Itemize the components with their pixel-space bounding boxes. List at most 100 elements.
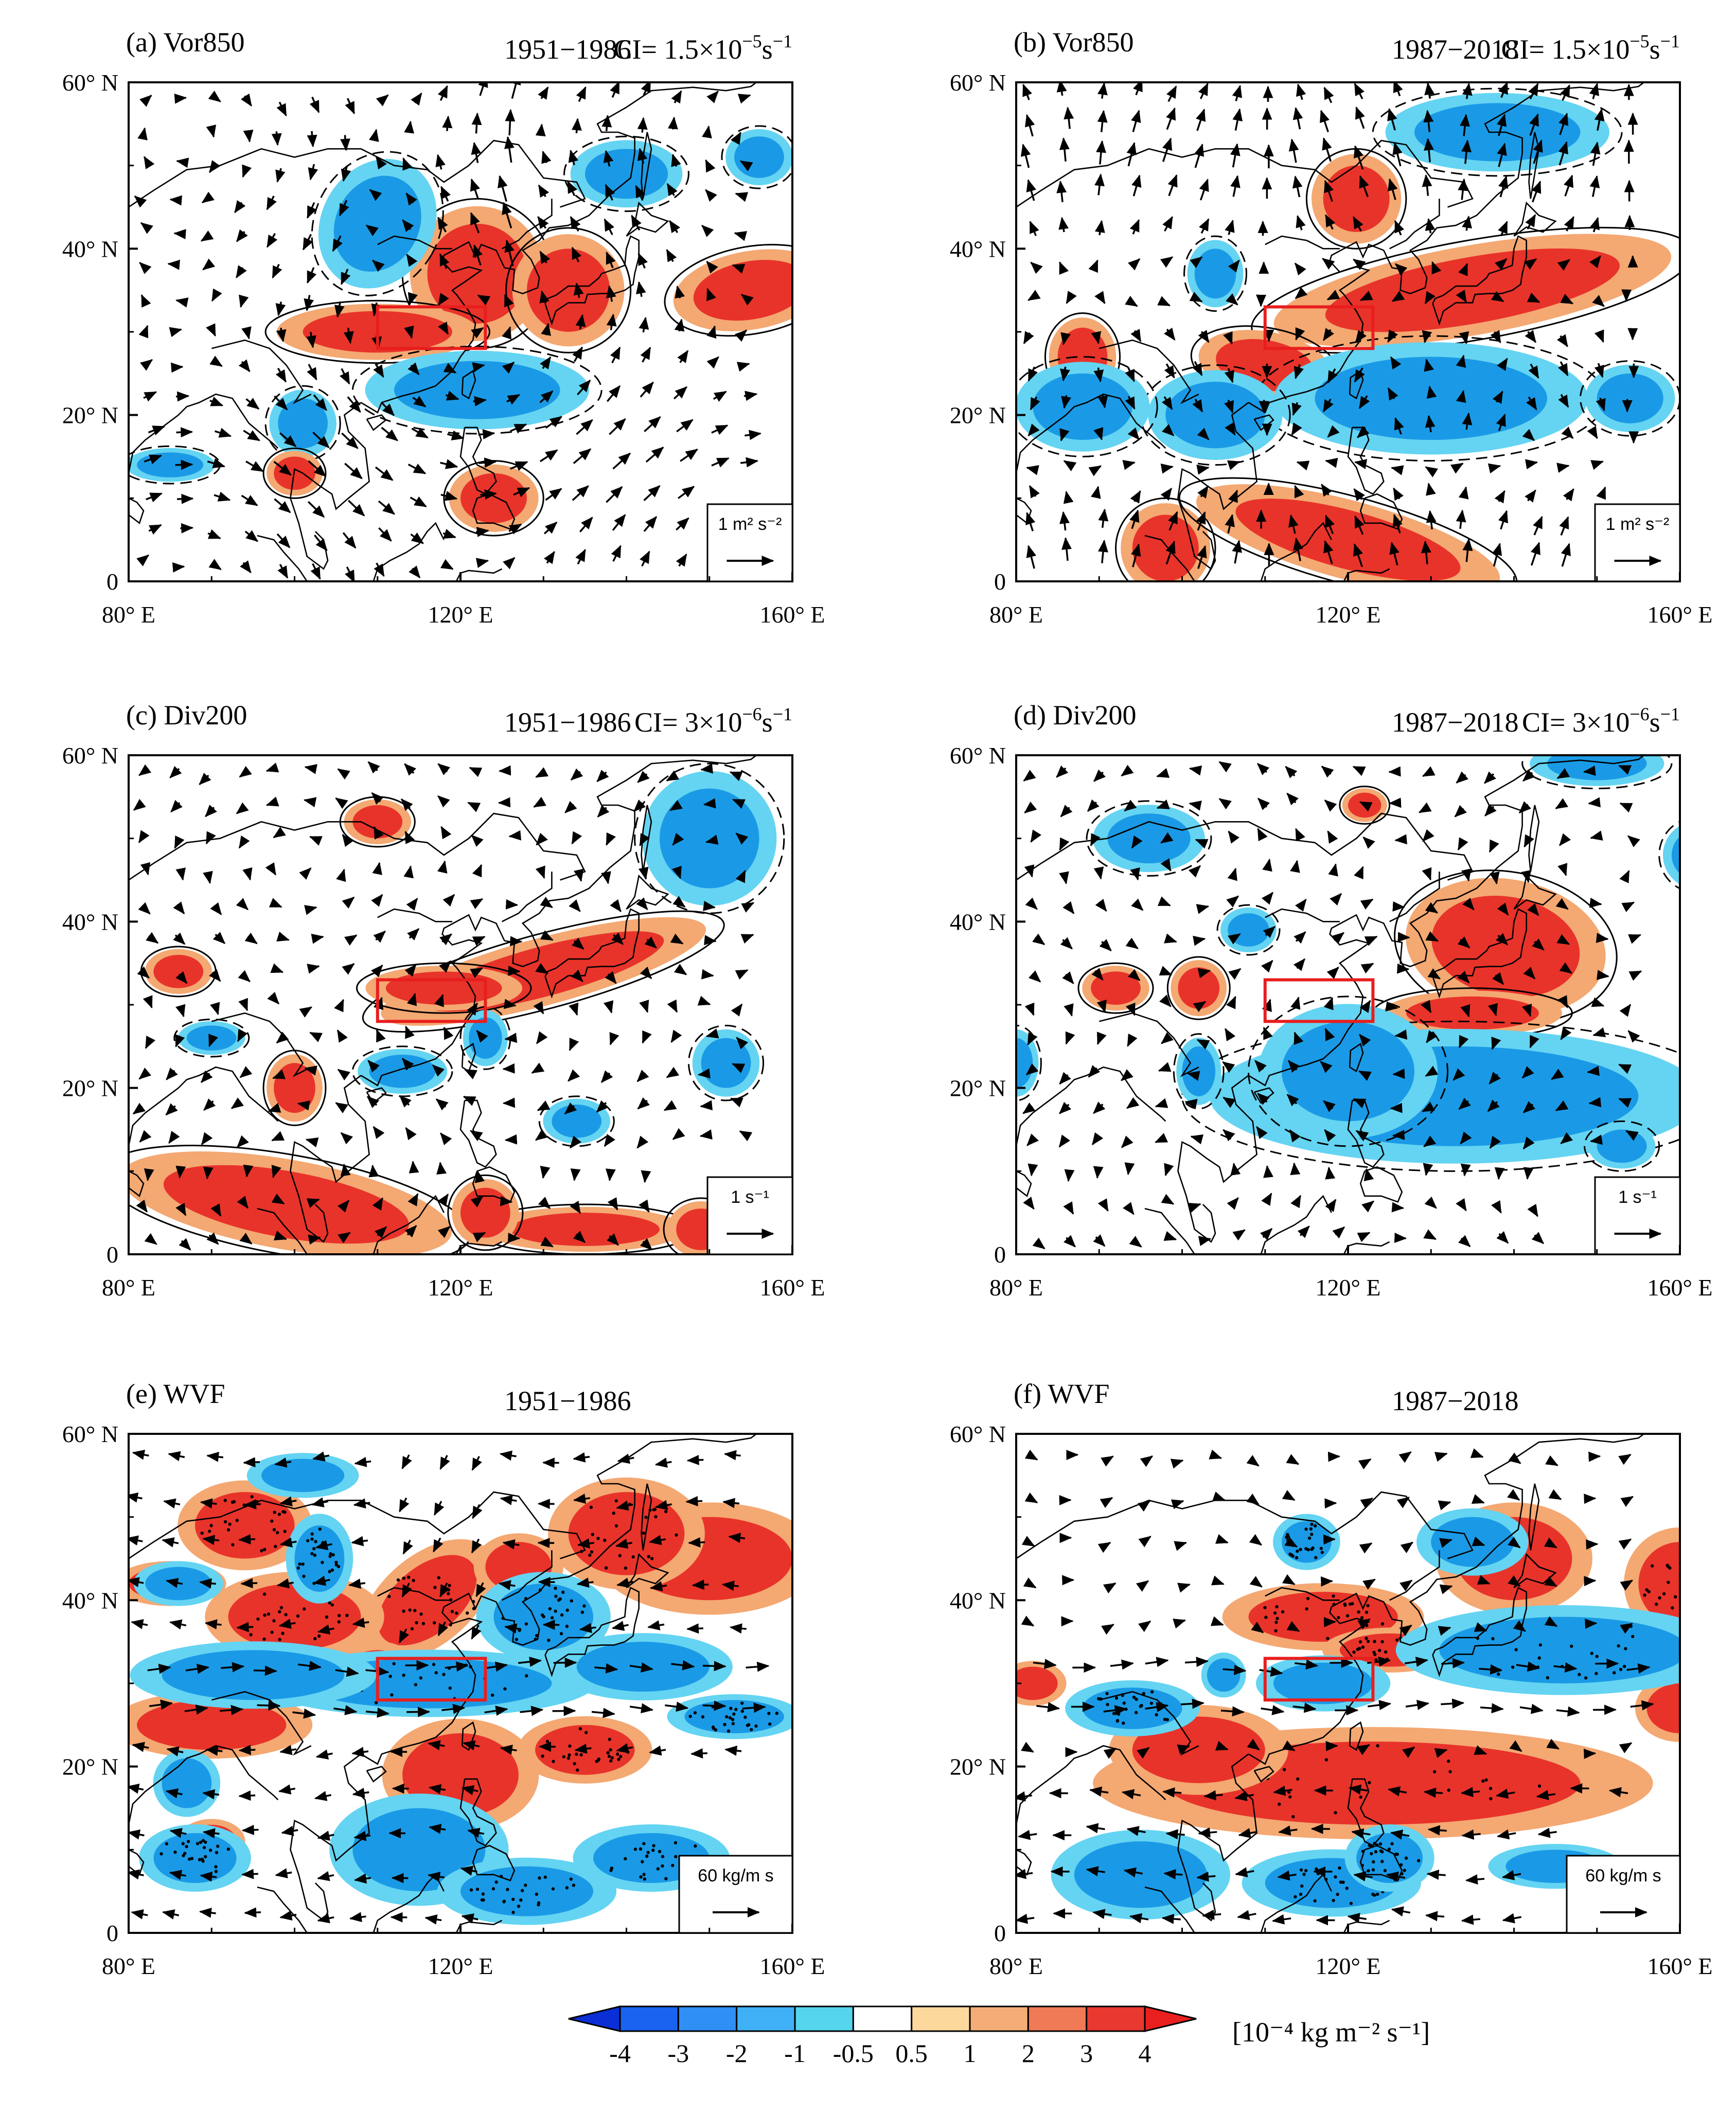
ci-base: CI= 3×10 [1522,707,1629,738]
vector-arrow [504,294,514,308]
vector-arrow [1558,141,1568,166]
significance-dot [541,1754,544,1758]
vector-arrow [1263,926,1276,938]
vector-arrow [369,129,379,142]
vector-arrow [1556,1706,1580,1717]
significance-dot [554,1594,558,1598]
vector-arrow [373,930,386,943]
significance-dot [396,1578,400,1582]
vector-arrow [348,500,365,517]
vector-arrow [639,1199,650,1213]
vector-arrow [543,521,558,535]
vector-arrow [461,1913,479,1924]
significance-dot [1497,1672,1500,1676]
significance-dot [272,1528,276,1532]
vector-arrow [1458,178,1468,200]
vector-arrow [572,346,583,362]
vector-arrow [1496,413,1506,431]
vector-arrow [498,1580,516,1591]
panel-e-plot [129,1434,792,1933]
vector-arrow [640,550,650,567]
vector-arrow [438,322,449,335]
vector-arrow [1095,899,1107,912]
vector-arrow [240,560,252,574]
colorbar-tick-label: 2 [1022,2039,1035,2068]
vector-arrow [1592,1027,1606,1038]
vector-arrow [1129,1236,1142,1248]
vector-arrow [510,936,523,947]
significance-dot [1584,1676,1588,1680]
vector-arrow [340,1132,353,1145]
significance-dot [642,1842,646,1845]
vector-arrow [1261,1193,1272,1206]
vector-arrow [644,936,657,949]
vector-arrow [635,185,646,201]
vector-arrow [1359,1542,1373,1554]
significance-dot [1305,1607,1308,1611]
vector-arrow [1523,967,1536,980]
significance-dot [1491,1637,1495,1641]
significance-dot [1379,1849,1383,1853]
significance-dot [664,1877,668,1880]
y-tick-label: 0 [107,1241,118,1268]
vector-arrow [1161,1032,1174,1044]
vector-arrow [1087,799,1100,812]
vector-arrow [1094,291,1106,305]
colorbar-swatch [1086,2005,1146,2032]
vector-arrow [570,768,583,780]
vector-arrow [437,795,450,808]
vector-arrow [439,960,452,973]
vector-arrow [539,251,551,264]
significance-dot [390,1693,394,1697]
vector-arrow [1422,1101,1435,1112]
significance-dot [1360,1616,1364,1620]
vector-arrow [538,86,549,100]
significance-dot [1380,1622,1385,1626]
contour-interval: CI= 1.5×10−5s−1 [613,31,792,65]
vector-arrow [460,1865,477,1876]
significance-dot [1319,1547,1323,1550]
vector-arrow [1062,971,1074,984]
significance-dot [314,1540,317,1543]
significance-dot [421,1622,426,1626]
significance-dot [1705,1561,1708,1565]
period-label: 1951−1986 [504,34,631,65]
significance-dot [1703,1558,1706,1561]
vector-arrow [236,898,249,911]
vector-arrow [244,1907,261,1918]
vector-arrow [336,1029,348,1043]
vector-arrow [1618,765,1632,775]
vector-arrow [208,1034,218,1047]
vector-arrow [1028,366,1038,382]
vector-arrow [1138,1536,1152,1548]
vector-arrow [1508,1452,1521,1464]
vector-arrow [711,424,729,435]
vector-arrow [1224,1028,1236,1042]
vector-arrow [1171,1499,1184,1509]
coastline [129,497,145,524]
vector-arrow [1159,966,1173,976]
vector-arrow [672,896,686,908]
vector-arrow [1496,1829,1516,1840]
vector-arrow [313,1575,330,1586]
y-tick-label: 40° N [950,236,1006,262]
vector-arrow [674,318,685,332]
vector-arrow [352,1618,369,1628]
significance-dot [661,1864,664,1868]
vector-arrow [577,1538,594,1549]
vector-arrow [1164,363,1175,379]
vector-arrow [1129,219,1140,235]
significance-dot [524,1622,528,1626]
coastline [257,1886,308,1933]
significance-dot [1294,1895,1297,1899]
vector-arrow [672,1128,685,1140]
vector-arrow [1326,290,1340,300]
vector-arrow [1123,1867,1143,1878]
coastline [377,908,452,922]
vector-arrow [317,1871,334,1881]
vector-arrow [437,85,448,101]
significance-dot [1710,1596,1713,1599]
significance-dot [226,1528,231,1532]
vector-arrow [1563,488,1574,502]
vector-arrow [510,423,527,434]
